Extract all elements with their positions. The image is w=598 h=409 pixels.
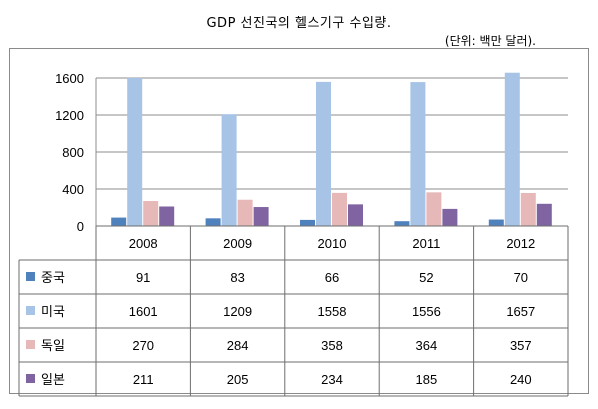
table-cell-value: 1657 [506, 304, 535, 319]
table-cell-value: 70 [514, 270, 528, 285]
legend-label: 독일 [41, 339, 65, 354]
y-tick-label: 1600 [55, 71, 84, 86]
bar [143, 201, 159, 226]
x-tick-label: 2010 [318, 236, 347, 251]
legend-label: 미국 [41, 305, 65, 320]
table-cell-value: 1209 [223, 304, 252, 319]
bar [111, 217, 127, 226]
table-cell-value: 270 [132, 338, 154, 353]
table-cell-value: 1558 [318, 304, 347, 319]
bar [159, 206, 175, 226]
table-cell-value: 66 [325, 270, 339, 285]
legend-swatch [26, 306, 35, 315]
table-cell-value: 1556 [412, 304, 441, 319]
bar [221, 114, 237, 226]
x-tick-label: 2009 [223, 236, 252, 251]
table-cell-value: 234 [321, 372, 343, 387]
table-cell-value: 358 [321, 338, 343, 353]
bar [520, 192, 536, 226]
table-cell-value: 240 [510, 372, 532, 387]
bar [253, 207, 269, 226]
bar [504, 72, 520, 226]
bar [127, 77, 143, 226]
bar [205, 218, 221, 226]
unit-note: (단위: 백만 달러). [444, 34, 536, 48]
x-tick-label: 2012 [506, 236, 535, 251]
bar [410, 82, 426, 226]
table-cell-value: 91 [136, 270, 150, 285]
bar [237, 199, 253, 226]
legend-label: 일본 [41, 373, 65, 388]
table-cell-value: 1601 [129, 304, 158, 319]
table-cell-value: 284 [227, 338, 249, 353]
table-cell-value: 185 [416, 372, 438, 387]
y-tick-label: 0 [77, 219, 84, 234]
table-cell-value: 211 [133, 372, 154, 387]
bar [488, 219, 504, 226]
x-tick-label: 2008 [129, 236, 158, 251]
legend-swatch [26, 272, 35, 281]
bar [394, 221, 410, 226]
bar [536, 203, 552, 226]
legend-label: 중국 [41, 271, 65, 286]
y-tick-label: 800 [62, 145, 84, 160]
y-tick-label: 1200 [55, 108, 84, 123]
table-cell-value: 52 [419, 270, 433, 285]
table-cell-value: 205 [227, 372, 249, 387]
table-cell-value: 364 [416, 338, 438, 353]
bar [300, 219, 315, 226]
legend-swatch [26, 374, 35, 383]
bar [426, 192, 442, 226]
y-tick-label: 400 [62, 182, 84, 197]
chart-title: GDP 선진국의 헬스기구 수입량. [206, 16, 392, 31]
x-tick-label: 2011 [412, 236, 440, 251]
table-cell-value: 357 [510, 338, 532, 353]
bar [348, 204, 363, 226]
legend-swatch [26, 340, 35, 349]
bar [442, 208, 458, 226]
table-cell-value: 83 [230, 270, 244, 285]
bar [316, 81, 331, 226]
bar [332, 192, 347, 226]
